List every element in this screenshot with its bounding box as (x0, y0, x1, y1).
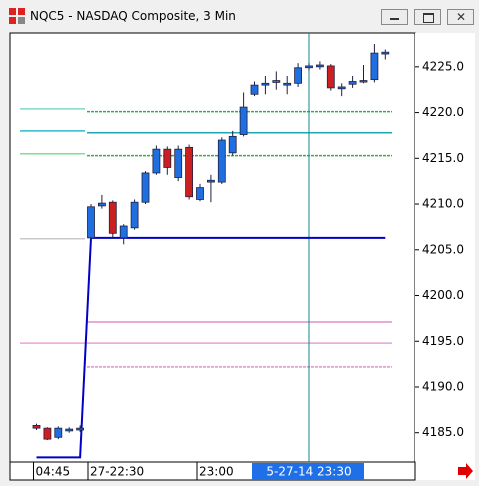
candle-body (337, 86, 346, 90)
y-tick-label: 4190.0 (422, 379, 464, 393)
candle-body (76, 427, 84, 431)
candle-body (87, 206, 95, 239)
candle-body (174, 148, 183, 178)
crosshair-label-bg (252, 463, 364, 480)
y-tick-label: 4225.0 (422, 59, 464, 73)
x-tick-label: 23:00 (199, 465, 234, 479)
y-tick-label: 4195.0 (422, 334, 464, 348)
candle-body (217, 139, 226, 183)
candle-body (130, 201, 139, 229)
y-tick-label: 4185.0 (422, 425, 464, 439)
candle-body (272, 80, 281, 83)
candle-body (108, 201, 117, 234)
candle-body (381, 51, 390, 55)
candle-body (163, 148, 172, 168)
candle-body (370, 52, 379, 81)
y-tick-label: 4210.0 (422, 197, 464, 211)
candle-body (250, 84, 259, 95)
window-title: NQC5 - NASDAQ Composite, 3 Min (30, 9, 236, 23)
candle-body (206, 179, 215, 183)
candle-body (261, 82, 270, 86)
candle-body (65, 428, 74, 432)
candle-body (185, 146, 194, 198)
title-bar: NQC5 - NASDAQ Composite, 3 Min ✕ (0, 0, 479, 30)
candle-body (239, 106, 248, 135)
candle-body (305, 65, 313, 69)
candle-body (152, 148, 161, 174)
x-tick-label: 27-22:30 (90, 465, 144, 479)
candle-body (283, 82, 292, 86)
y-tick-label: 4205.0 (422, 242, 464, 256)
scroll-arrow[interactable] (458, 463, 473, 479)
y-tick-label: 4215.0 (422, 151, 464, 165)
candle-body (196, 187, 204, 200)
candle-body (98, 202, 106, 207)
x-tick-label: 04:45 (36, 465, 71, 479)
candle-body (359, 80, 368, 83)
close-button[interactable]: ✕ (447, 9, 474, 25)
candle-body (141, 172, 150, 203)
candle-body (228, 135, 237, 154)
y-tick-label: 4220.0 (422, 105, 464, 119)
app-icon (9, 8, 25, 24)
candle-body (54, 427, 63, 438)
candle-body (32, 425, 41, 429)
candle-body (326, 65, 335, 89)
plot-area (9, 32, 416, 463)
candle-body (348, 81, 357, 85)
y-tick-label: 4200.0 (422, 288, 464, 302)
x-tick-label: 5-27-14 23:30 (266, 465, 351, 479)
maximize-button[interactable] (414, 9, 441, 25)
candle-body (294, 67, 303, 84)
candle-body (119, 225, 128, 239)
candle-body (43, 427, 52, 440)
minimize-button[interactable] (381, 9, 408, 25)
candle-body (315, 64, 324, 68)
y-axis-area (415, 33, 475, 480)
